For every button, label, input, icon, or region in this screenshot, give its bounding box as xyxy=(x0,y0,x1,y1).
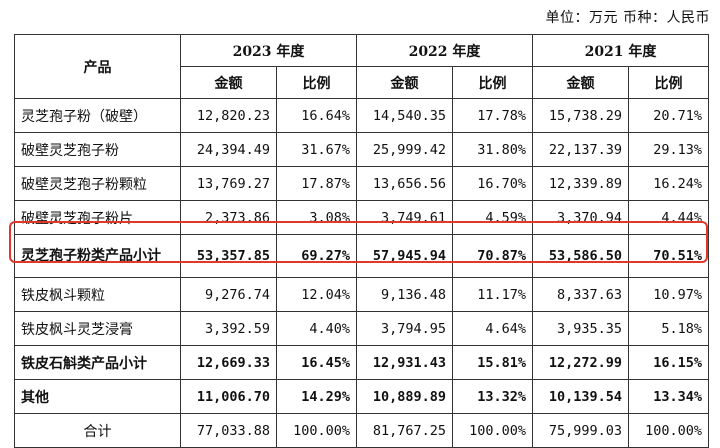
cell: 8,337.63 xyxy=(532,277,629,312)
cell: 14.29% xyxy=(276,379,357,414)
cell: 12,931.43 xyxy=(356,345,453,380)
cell: 31.67% xyxy=(276,132,357,167)
cell: 11.17% xyxy=(452,277,533,312)
header-ratio: 比例 xyxy=(628,66,709,99)
header-product: 产品 xyxy=(14,34,181,99)
subtotal-row: 灵芝孢子粉类产品小计 53,357.85 69.27% 57,945.94 70… xyxy=(14,234,709,278)
table-row: 灵芝孢子粉（破壁） 12,820.23 16.64% 14,540.35 17.… xyxy=(14,98,709,133)
row-name: 其他 xyxy=(14,379,181,414)
header-ratio: 比例 xyxy=(452,66,533,99)
cell: 13,656.56 xyxy=(356,166,453,201)
cell: 3,370.94 xyxy=(532,200,629,235)
cell: 13.34% xyxy=(628,379,709,414)
cell: 17.87% xyxy=(276,166,357,201)
cell: 10,139.54 xyxy=(532,379,629,414)
table-row: 其他 11,006.70 14.29% 10,889.89 13.32% 10,… xyxy=(14,379,709,414)
unit-note: 单位：万元 币种：人民币 xyxy=(545,10,710,26)
cell: 4.64% xyxy=(452,311,533,346)
cell: 16.15% xyxy=(628,345,709,380)
cell: 4.40% xyxy=(276,311,357,346)
cell: 22,137.39 xyxy=(532,132,629,167)
header-year-2022: 2022 年度 xyxy=(356,34,533,67)
header-year-2021: 2021 年度 xyxy=(532,34,709,67)
cell: 69.27% xyxy=(276,234,357,278)
row-name: 破壁灵芝孢子粉 xyxy=(14,132,181,167)
cell: 25,999.42 xyxy=(356,132,453,167)
row-name: 破壁灵芝孢子粉片 xyxy=(14,200,181,235)
cell: 57,945.94 xyxy=(356,234,453,278)
table-row: 破壁灵芝孢子粉片 2,373.86 3.08% 3,749.61 4.59% 3… xyxy=(14,200,709,235)
cell: 11,006.70 xyxy=(180,379,277,414)
row-name: 铁皮枫斗颗粒 xyxy=(14,277,181,312)
cell: 2,373.86 xyxy=(180,200,277,235)
header-year-2023: 2023 年度 xyxy=(180,34,357,67)
cell: 5.18% xyxy=(628,311,709,346)
cell: 16.70% xyxy=(452,166,533,201)
cell: 16.64% xyxy=(276,98,357,133)
cell: 24,394.49 xyxy=(180,132,277,167)
cell: 70.87% xyxy=(452,234,533,278)
cell: 3,794.95 xyxy=(356,311,453,346)
cell: 70.51% xyxy=(628,234,709,278)
table-row: 破壁灵芝孢子粉颗粒 13,769.27 17.87% 13,656.56 16.… xyxy=(14,166,709,201)
cell: 31.80% xyxy=(452,132,533,167)
table-row: 铁皮枫斗灵芝浸膏 3,392.59 4.40% 3,794.95 4.64% 3… xyxy=(14,311,709,346)
header-amount: 金额 xyxy=(532,66,629,99)
table-row: 破壁灵芝孢子粉 24,394.49 31.67% 25,999.42 31.80… xyxy=(14,132,709,167)
header-amount: 金额 xyxy=(356,66,453,99)
cell: 14,540.35 xyxy=(356,98,453,133)
cell: 3.08% xyxy=(276,200,357,235)
cell: 9,136.48 xyxy=(356,277,453,312)
table-row: 铁皮枫斗颗粒 9,276.74 12.04% 9,136.48 11.17% 8… xyxy=(14,277,709,312)
cell: 29.13% xyxy=(628,132,709,167)
cell: 12.04% xyxy=(276,277,357,312)
row-name: 破壁灵芝孢子粉颗粒 xyxy=(14,166,181,201)
row-name: 灵芝孢子粉类产品小计 xyxy=(14,234,181,278)
cell: 10.97% xyxy=(628,277,709,312)
cell: 12,272.99 xyxy=(532,345,629,380)
cell: 17.78% xyxy=(452,98,533,133)
cell: 3,392.59 xyxy=(180,311,277,346)
cell: 20.71% xyxy=(628,98,709,133)
cell: 3,935.35 xyxy=(532,311,629,346)
cell: 9,276.74 xyxy=(180,277,277,312)
subtotal-row: 铁皮石斛类产品小计 12,669.33 16.45% 12,931.43 15.… xyxy=(14,345,709,380)
cell: 13,769.27 xyxy=(180,166,277,201)
revenue-table: 产品 2023 年度 2022 年度 2021 年度 金额 比例 金额 比例 金… xyxy=(14,34,709,448)
cell: 12,339.89 xyxy=(532,166,629,201)
cell: 15.81% xyxy=(452,345,533,380)
cell: 12,820.23 xyxy=(180,98,277,133)
row-name: 铁皮枫斗灵芝浸膏 xyxy=(14,311,181,346)
cell: 3,749.61 xyxy=(356,200,453,235)
cell: 53,586.50 xyxy=(532,234,629,278)
cell: 4.44% xyxy=(628,200,709,235)
cell: 4.59% xyxy=(452,200,533,235)
cell: 16.45% xyxy=(276,345,357,380)
header-amount: 金额 xyxy=(180,66,277,99)
row-name: 铁皮石斛类产品小计 xyxy=(14,345,181,380)
cell: 13.32% xyxy=(452,379,533,414)
cell: 10,889.89 xyxy=(356,379,453,414)
row-name: 灵芝孢子粉（破壁） xyxy=(14,98,181,133)
cell: 53,357.85 xyxy=(180,234,277,278)
cell: 15,738.29 xyxy=(532,98,629,133)
header-ratio: 比例 xyxy=(276,66,357,99)
cell: 16.24% xyxy=(628,166,709,201)
cell: 12,669.33 xyxy=(180,345,277,380)
